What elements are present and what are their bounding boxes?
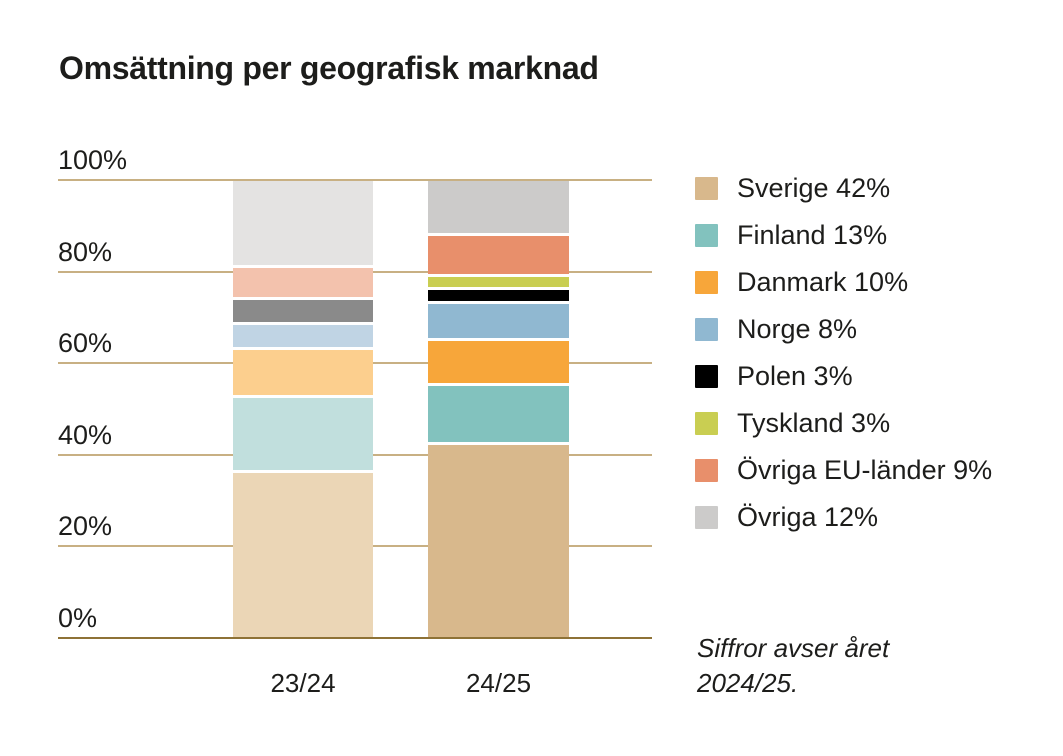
legend-item-norge: Norge 8% <box>695 306 992 353</box>
bar-segment-24-25-ovriga <box>428 181 569 236</box>
legend-item-ovriga: Övriga 12% <box>695 494 992 541</box>
legend-item-polen: Polen 3% <box>695 353 992 400</box>
footnote-line-2: 2024/25. <box>697 668 799 698</box>
legend-label-ovriga-eu-lander: Övriga EU-länder 9% <box>737 455 993 485</box>
bar-segment-23-24-polen <box>233 299 373 325</box>
legend-label-sverige: Sverige 42% <box>737 173 891 203</box>
bar-segment-24-25-danmark <box>428 340 569 387</box>
bar-segment-24-25-polen <box>428 290 569 305</box>
legend-swatch-ovriga-eu-lander <box>695 459 718 482</box>
chart-title: Omsättning per geografisk marknad <box>59 50 599 86</box>
legend-label-finland: Finland 13% <box>737 220 888 250</box>
y-tick-label-40: 40% <box>58 419 113 450</box>
legend-swatch-norge <box>695 318 718 341</box>
footnote: Siffror avser året 2024/25. <box>697 631 889 701</box>
legend-item-tyskland: Tyskland 3% <box>695 400 992 447</box>
legend-label-tyskland: Tyskland 3% <box>737 408 891 438</box>
bar-segment-24-25-finland <box>428 386 569 446</box>
legend-swatch-tyskland <box>695 412 718 435</box>
bar-segment-23-24-sverige <box>233 472 373 637</box>
legend-item-danmark: Danmark 10% <box>695 259 992 306</box>
bar-segment-24-25-norge <box>428 304 569 341</box>
x-tick-label-23-24: 23/24 <box>270 668 336 698</box>
legend-label-ovriga: Övriga 12% <box>737 502 879 532</box>
bar-segment-23-24-finland <box>233 397 373 473</box>
legend-item-finland: Finland 13% <box>695 212 992 259</box>
y-tick-label-80: 80% <box>58 236 113 267</box>
plot-area: 0% 20% 40% 60% 80% 100% <box>58 147 652 639</box>
legend-label-norge: Norge 8% <box>737 314 858 344</box>
legend-swatch-sverige <box>695 177 718 200</box>
bar-segment-23-24-norge <box>233 324 373 350</box>
y-tick-label-100: 100% <box>58 145 128 175</box>
bar-segment-23-24-ovriga <box>233 181 373 268</box>
legend-label-danmark: Danmark 10% <box>737 267 909 297</box>
footnote-line-1: Siffror avser året <box>697 633 890 663</box>
bar-segment-24-25-ovriga-eu-lander <box>428 235 569 277</box>
y-tick-label-0: 0% <box>58 603 98 633</box>
legend-label-polen: Polen 3% <box>737 361 853 391</box>
legend-item-sverige: Sverige 42% <box>695 165 992 212</box>
x-tick-label-24-25: 24/25 <box>465 668 532 698</box>
legend-item-ovriga-eu-lander: Övriga EU-länder 9% <box>695 447 992 494</box>
bar-24-25 <box>428 181 569 637</box>
y-tick-label-20: 20% <box>58 511 113 542</box>
bar-segment-24-25-tyskland <box>428 276 569 291</box>
legend-swatch-finland <box>695 224 718 247</box>
bar-23-24 <box>233 181 373 637</box>
bar-segment-24-25-sverige <box>428 445 569 637</box>
legend-swatch-polen <box>695 365 718 388</box>
bar-segment-23-24-danmark <box>233 349 373 398</box>
bar-segment-23-24-ovriga-eu-lander <box>233 267 373 300</box>
legend-swatch-ovriga <box>695 506 718 529</box>
x-axis-baseline <box>58 637 652 639</box>
gridline-100 <box>58 179 652 181</box>
legend: Sverige 42% Finland 13% Danmark 10% Norge 8… <box>695 165 992 541</box>
legend-swatch-danmark <box>695 271 718 294</box>
y-tick-label-60: 60% <box>58 328 113 359</box>
